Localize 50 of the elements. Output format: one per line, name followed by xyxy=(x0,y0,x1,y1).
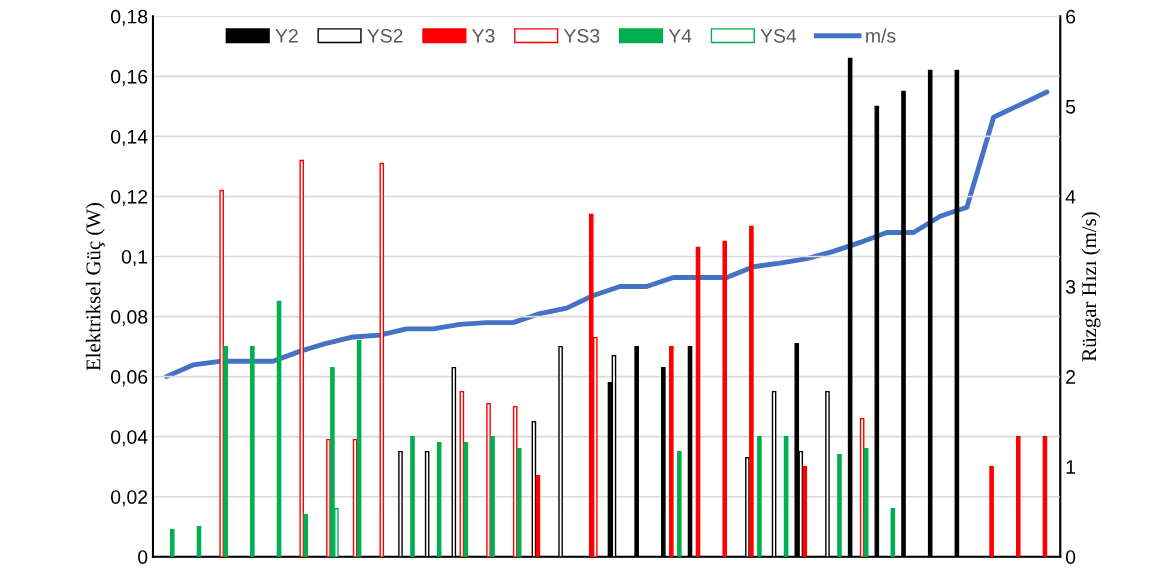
bar xyxy=(512,405,518,557)
bar xyxy=(1015,435,1021,557)
y-tick-label: 0,14 xyxy=(111,129,148,146)
y-tick-label: 0,1 xyxy=(121,249,148,267)
bar xyxy=(410,435,415,557)
bar xyxy=(250,345,255,557)
legend-label: YS2 xyxy=(367,28,403,43)
y2-tick-label: 4 xyxy=(1065,190,1076,204)
bar xyxy=(379,162,385,557)
bar xyxy=(486,402,491,557)
bar xyxy=(490,435,495,557)
bar xyxy=(303,514,309,557)
bar xyxy=(170,529,175,557)
y2-tick-label: 3 xyxy=(1065,280,1076,294)
line-series xyxy=(163,89,1050,380)
bar xyxy=(588,213,594,557)
y-tick-label: 0 xyxy=(138,550,148,564)
bar xyxy=(299,159,305,557)
bar xyxy=(677,450,682,557)
y2-axis-title: Rüzgar Hızı (m/s) xyxy=(1081,212,1101,362)
y2-tick-label: 0 xyxy=(1065,550,1076,564)
bar xyxy=(989,465,994,557)
y-tick-label: 0,02 xyxy=(111,490,148,507)
legend-label: YS4 xyxy=(760,28,797,43)
y2-tick-label: 1 xyxy=(1066,460,1076,474)
bar xyxy=(749,225,754,557)
bar xyxy=(219,189,224,557)
bar xyxy=(757,435,762,557)
bar xyxy=(223,345,228,557)
y-tick-label: 0,04 xyxy=(111,430,148,447)
y-tick-label: 0,08 xyxy=(111,310,148,327)
y-tick-label: 0,06 xyxy=(111,370,148,387)
y2-tick-label: 6 xyxy=(1066,9,1076,24)
y-tick-label: 0,12 xyxy=(111,189,148,206)
y-tick-label: 0,16 xyxy=(111,69,148,86)
y2-tick-label: 5 xyxy=(1065,100,1076,114)
bar xyxy=(669,345,674,557)
y-tick-label: 0,18 xyxy=(111,9,148,26)
bar xyxy=(330,366,335,557)
legend-label: m/s xyxy=(866,28,896,43)
legend-label: Y3 xyxy=(472,28,495,43)
y-axis-title: Elektriksel Güç (W) xyxy=(85,203,105,371)
legend-label: Y2 xyxy=(275,28,298,43)
y2-tick-label: 2 xyxy=(1066,370,1075,384)
legend-label: YS3 xyxy=(563,28,600,43)
legend-label: Y4 xyxy=(668,29,692,43)
bar xyxy=(837,453,842,557)
bar xyxy=(516,447,522,557)
bar xyxy=(722,240,728,557)
bar xyxy=(802,465,808,557)
